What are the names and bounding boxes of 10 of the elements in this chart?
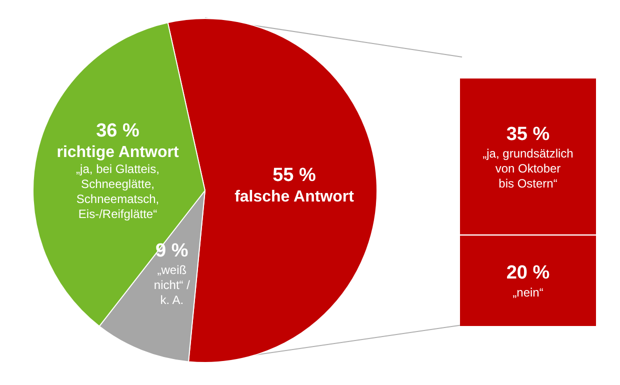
data-label: 35 % [506,124,550,145]
data-label: 55 % [272,164,316,186]
slice-label: „weiß nicht“ / k. A. [154,262,191,307]
data-label: 36 % [96,120,140,142]
slice-label: richtige Antwort „ja, bei Glatteis, Schneeglätte, Schneematsch, Eis-/Reifglätte“ [56,144,180,222]
series-label: „nein“ [512,285,544,300]
data-label: 9 % [156,240,188,262]
slice-label: falsche Antwort [234,188,355,206]
series-label: „ja, grundsätzlich von Oktober bis Ostern“ [482,146,574,191]
data-label: 20 % [506,262,550,284]
